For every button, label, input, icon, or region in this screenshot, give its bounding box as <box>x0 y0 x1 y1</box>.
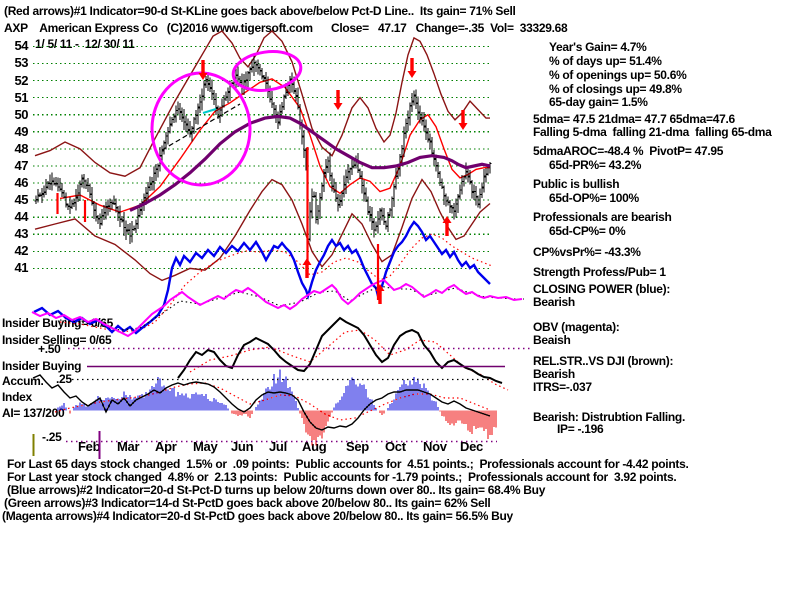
right-panel-line: % of closings up= 49.8% <box>549 82 682 96</box>
price-axis-label: 51 <box>14 89 29 105</box>
right-panel-line: IP= -.196 <box>557 422 604 436</box>
month-label: Jun <box>231 439 254 454</box>
month-label: Sep <box>346 439 369 454</box>
magenta-ellipse-annotation <box>150 71 252 187</box>
month-label: Aug <box>302 439 327 454</box>
right-panel-line: ITRS=-.037 <box>533 380 592 394</box>
price-axis-label: 53 <box>14 55 29 71</box>
red-up-arrow-icon <box>442 216 452 223</box>
price-axis-label: 48 <box>14 140 29 156</box>
red-down-arrow-icon <box>407 71 417 78</box>
left-label: AI= 137/200 <box>2 406 65 420</box>
footer-line: (Green arrows)#3 Indicator=14-d St-PctD … <box>4 496 491 510</box>
price-axis-label: 44 <box>14 209 29 225</box>
right-panel-line: Bearish: Distrubtion Falling. <box>533 410 685 424</box>
cyan-mark <box>202 108 217 114</box>
price-axis-label: 46 <box>14 175 29 191</box>
price-axis-label: 43 <box>14 226 29 242</box>
month-label: Jul <box>269 439 287 454</box>
left-label: Index <box>2 390 32 404</box>
upper-band-line <box>34 30 490 177</box>
right-panel-line: 65d-OP%= 100% <box>549 191 639 205</box>
rel-strength-ma-dotted <box>189 329 509 391</box>
red-down-arrow-icon <box>333 103 343 110</box>
price-axis-label: 42 <box>14 243 29 259</box>
month-label: Dec <box>460 439 483 454</box>
lower-band-line <box>34 178 491 282</box>
month-label: Nov <box>423 439 447 454</box>
price-axis-label: 47 <box>14 157 29 173</box>
footer-line: For Last 65 days stock changed 1.5% or .… <box>7 457 689 471</box>
right-panel-line: CLOSING POWER (blue): <box>533 282 671 296</box>
month-label: Apr <box>155 439 177 454</box>
month-label: Oct <box>385 439 406 454</box>
symbol-title-line: AXP American Express Co (C)2016 www.tige… <box>4 21 568 35</box>
footer-line: (Blue arrows)#2 Indicator=20-d St-Pct-D … <box>7 483 546 497</box>
left-label: Insider Buying= 0/65 <box>2 316 114 330</box>
red-up-arrow-icon <box>375 284 385 291</box>
price-axis-label: 41 <box>14 260 29 276</box>
left-label: +.50 <box>38 342 61 356</box>
ohlc-bars <box>34 56 492 244</box>
left-label: .25 <box>56 372 72 386</box>
month-label: Feb <box>78 439 101 454</box>
right-panel-line: % of openings up= 50.6% <box>549 68 687 82</box>
price-axis-label: 54 <box>14 38 29 54</box>
accumulation-histogram-positive <box>57 369 439 411</box>
closing-power-ma-dotted <box>59 233 493 333</box>
price-axis-label: 52 <box>14 72 29 88</box>
magenta-ellipse-annotation <box>231 50 303 92</box>
ai-ma-dotted <box>54 382 491 421</box>
ma65-line <box>129 114 491 212</box>
right-panel-line: REL.STR..VS DJI (brown): <box>533 354 674 368</box>
footer-line: (Magenta arrows)#4 Indicator=20-d St-Pct… <box>2 509 513 523</box>
month-label: Mar <box>117 439 140 454</box>
ma21-line <box>59 78 490 213</box>
red-down-arrow-icon <box>458 123 468 130</box>
right-panel-line: Professionals are bearish <box>533 210 672 224</box>
month-label: May <box>193 439 218 454</box>
right-panel-line: 65-day gain= 1.5% <box>549 95 648 109</box>
right-panel-line: 65d-CP%= 0% <box>549 224 626 238</box>
right-panel-line: 5dma= 47.5 21dma= 47.7 65dma=47.6 <box>533 112 735 126</box>
right-panel-line: Beaish <box>533 333 571 347</box>
left-label: Accum. <box>2 374 44 388</box>
signal-line-red-arrows: (Red arrows)#1 Indicator=90-d St-KLine g… <box>4 4 516 18</box>
right-panel-line: Public is bullish <box>533 177 620 191</box>
right-panel-line: Strength Profess/Pub= 1 <box>533 265 666 279</box>
right-panel-line: Year's Gain= 4.7% <box>549 40 647 54</box>
right-panel-line: 65d-PR%= 43.2% <box>549 158 642 172</box>
ai-line <box>32 374 491 431</box>
right-panel-line: 5dmaAROC=-48.4 % PivotP= 47.95 <box>533 144 724 158</box>
red-up-arrow-icon <box>302 258 312 265</box>
right-panel-line: Bearish <box>533 367 575 381</box>
right-panel-line: CP%vsPr%= -43.3% <box>533 245 641 259</box>
price-axis-label: 50 <box>14 106 29 122</box>
rel-strength-line <box>177 316 503 384</box>
date-range-label: 1/ 5/ 11 - 12/ 30/ 11 <box>35 37 135 51</box>
right-panel-line: OBV (magenta): <box>533 320 620 334</box>
hand-drawn-trendline <box>161 103 241 151</box>
right-panel-line: Falling 5-dma falling 21-dma falling 65-… <box>533 125 772 139</box>
red-down-arrow-icon <box>198 73 208 80</box>
left-label: Insider Buying <box>2 359 82 373</box>
right-panel-line: Bearish <box>533 295 575 309</box>
price-axis-label: 45 <box>14 192 29 208</box>
footer-line: For Last year stock changed 4.8% or 2.13… <box>7 470 677 484</box>
price-axis-label: 49 <box>14 123 29 139</box>
left-label: -.25 <box>42 430 62 444</box>
right-panel-line: % of days up= 51.4% <box>549 54 662 68</box>
obv-ma-dotted <box>59 285 524 331</box>
